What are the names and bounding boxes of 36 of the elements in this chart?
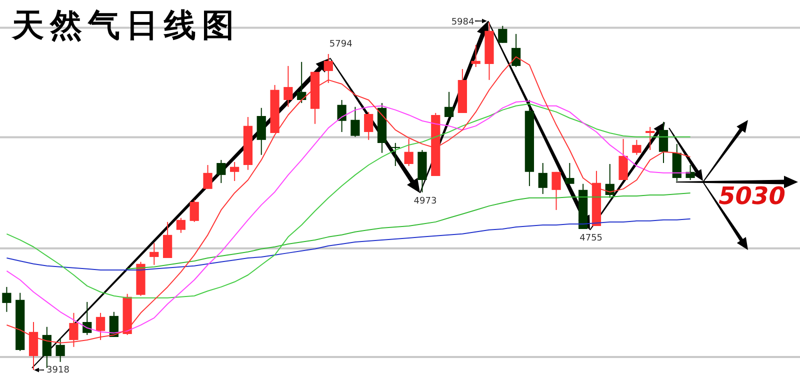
chart-title: 天然气日线图 <box>12 5 240 46</box>
candlestick <box>162 221 172 258</box>
candlestick <box>216 159 226 184</box>
candlestick <box>538 162 548 194</box>
candlestick <box>176 217 186 234</box>
candlestick <box>2 286 12 312</box>
candlestick <box>96 312 106 341</box>
candlestick <box>256 107 266 156</box>
candlestick <box>337 99 346 132</box>
candlestick <box>364 111 374 140</box>
candlestick <box>498 25 508 44</box>
annotation: 5984 <box>451 17 475 28</box>
candlestick <box>658 121 668 164</box>
candlestick <box>632 139 642 156</box>
text: 5030 <box>718 182 786 210</box>
annotation: 4755 <box>580 233 603 244</box>
candlestick <box>230 161 240 182</box>
candlestick <box>190 199 199 222</box>
candlestick <box>150 242 159 266</box>
candlestick <box>390 142 400 167</box>
candlestick <box>552 171 561 210</box>
candlestick <box>203 164 212 190</box>
candlestick <box>511 33 521 68</box>
annotation: 4973 <box>414 196 437 207</box>
candlestick <box>565 162 574 184</box>
candlestick <box>444 91 454 118</box>
candlestick <box>297 61 306 104</box>
candlestick <box>284 65 293 108</box>
candlestick <box>350 106 360 138</box>
annotation: 5794 <box>329 39 353 50</box>
candlestick <box>686 164 695 180</box>
candlestick <box>56 337 65 362</box>
candlestick <box>471 44 480 68</box>
annotation: 3918 <box>46 365 70 376</box>
candlestick <box>646 126 655 151</box>
candlestick <box>404 138 414 167</box>
